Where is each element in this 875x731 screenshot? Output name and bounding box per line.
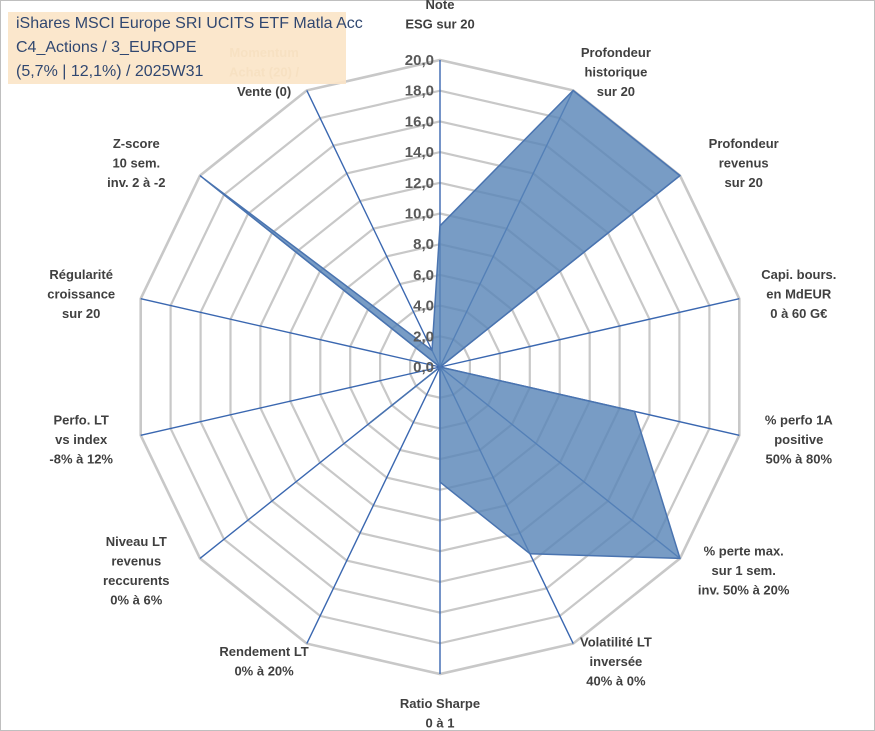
- axis-label: inv. 2 à -2: [107, 175, 165, 190]
- chart-title-box: iShares MSCI Europe SRI UCITS ETF Matla …: [8, 12, 363, 84]
- axis-label: % perfo 1A: [765, 413, 834, 428]
- axis-label: positive: [774, 432, 823, 447]
- axis-label: Ratio Sharpe: [400, 696, 480, 711]
- tick-label: 10,0: [405, 206, 434, 223]
- chart-title-line-1: iShares MSCI Europe SRI UCITS ETF Matla …: [16, 15, 363, 32]
- tick-label: 4,0: [413, 298, 434, 315]
- axis-label: Z-score: [113, 136, 160, 151]
- chart-title-line-2: C4_Actions / 3_EUROPE: [16, 39, 197, 56]
- tick-label: 6,0: [413, 267, 434, 284]
- axis-label: inversée: [590, 654, 643, 669]
- axis-label: Note: [426, 0, 455, 12]
- axis-label: ESG sur 20: [405, 17, 474, 32]
- axis-label: Vente (0): [237, 84, 291, 99]
- tick-label: 16,0: [405, 113, 434, 130]
- axis-label: vs index: [55, 432, 108, 447]
- axis-label: 0 à 60 G€: [770, 306, 827, 321]
- axis-spoke: [439, 298, 740, 368]
- chart-title-line-3: (5,7% | 12,1%) / 2025W31: [16, 63, 204, 80]
- axis-label: sur 20: [62, 306, 100, 321]
- axis-label: revenus: [719, 155, 769, 170]
- axis-label: reccurents: [103, 573, 169, 588]
- axis-label: sur 1 sem.: [712, 563, 776, 578]
- axis-label: -8% à 12%: [49, 452, 113, 467]
- axis-label: 10 sem.: [112, 155, 160, 170]
- axis-label: historique: [584, 65, 647, 80]
- axis-label: 0% à 6%: [110, 592, 162, 607]
- axis-label: Volatilité LT: [580, 634, 652, 649]
- axis-label: % perte max.: [704, 544, 784, 559]
- tick-label: 14,0: [405, 144, 434, 161]
- axis-label: Niveau LT: [106, 534, 167, 549]
- radar-series: [204, 89, 681, 560]
- axis-label: Perfo. LT: [54, 413, 109, 428]
- tick-label: 20,0: [405, 52, 434, 69]
- axis-label: 50% à 80%: [766, 452, 833, 467]
- axis-label: Rendement LT: [219, 644, 308, 659]
- tick-label: 2,0: [413, 328, 434, 345]
- axis-label: Régularité: [49, 267, 113, 282]
- tick-label: 8,0: [413, 236, 434, 253]
- radar-ticks: 0,0 2,0 4,0 6,0 8,0 10,0 12,0 14,0 16,0 18,0 20,0: [405, 52, 434, 376]
- axis-label: 0% à 20%: [234, 664, 294, 679]
- tick-label: 18,0: [405, 83, 434, 100]
- series-area: [204, 89, 681, 560]
- axis-label: en MdEUR: [766, 287, 832, 302]
- tick-label: 0,0: [413, 359, 434, 376]
- tick-label: 12,0: [405, 175, 434, 192]
- axis-label: Capi. bours.: [761, 267, 836, 282]
- axis-spoke: [306, 90, 441, 368]
- axis-label: 0 à 1: [426, 716, 455, 731]
- axis-label: revenus: [111, 553, 161, 568]
- axis-label: Profondeur: [709, 136, 779, 151]
- axis-spoke: [306, 366, 441, 644]
- axis-spoke: [140, 366, 441, 436]
- axis-label: sur 20: [725, 175, 763, 190]
- axis-label: croissance: [47, 287, 115, 302]
- axis-label: sur 20: [597, 84, 635, 99]
- axis-label: inv. 50% à 20%: [698, 583, 790, 598]
- axis-spoke: [140, 298, 441, 368]
- axis-label: 40% à 0%: [586, 673, 646, 688]
- axis-label: Profondeur: [581, 45, 651, 60]
